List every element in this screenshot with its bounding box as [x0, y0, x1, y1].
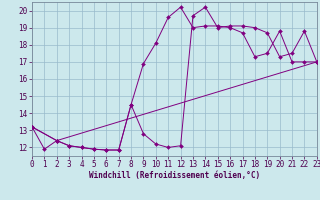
X-axis label: Windchill (Refroidissement éolien,°C): Windchill (Refroidissement éolien,°C): [89, 171, 260, 180]
